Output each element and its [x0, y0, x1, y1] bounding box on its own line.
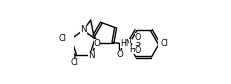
Text: N: N: [88, 51, 95, 60]
Text: H: H: [129, 45, 135, 54]
Text: N: N: [129, 43, 135, 52]
Text: N: N: [80, 25, 87, 34]
Text: Cl: Cl: [58, 34, 66, 43]
Text: O: O: [117, 50, 124, 59]
Text: HN: HN: [120, 39, 132, 48]
Text: Cl: Cl: [161, 39, 169, 48]
Text: Cl: Cl: [70, 58, 78, 67]
Text: S: S: [134, 39, 140, 48]
Text: O: O: [135, 46, 141, 55]
Text: O: O: [94, 39, 100, 48]
Text: O: O: [135, 33, 141, 42]
